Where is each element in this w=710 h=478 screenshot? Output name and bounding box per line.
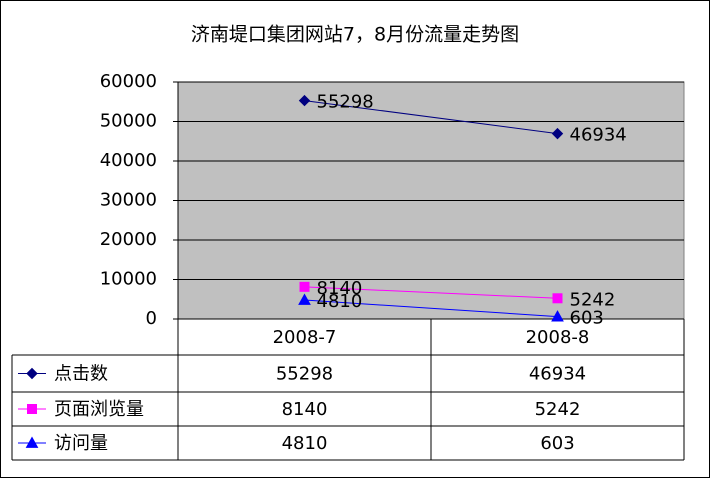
legend-marker	[26, 367, 38, 380]
table-cell-value: 4810	[282, 433, 328, 454]
legend-label: 页面浏览量	[54, 399, 144, 420]
data-point-marker	[298, 293, 311, 305]
y-tick-label: 10000	[100, 269, 157, 290]
table-cell-value: 46934	[529, 364, 586, 385]
y-tick-label: 50000	[100, 111, 157, 132]
series-line	[304, 100, 558, 135]
data-label: 4810	[317, 291, 363, 312]
y-tick-label: 60000	[100, 71, 157, 92]
x-category-label: 2008-8	[526, 327, 590, 348]
table-cell-value: 55298	[276, 364, 333, 385]
data-label: 8140	[317, 278, 363, 299]
data-point-marker	[299, 281, 310, 292]
legend-label: 访问量	[54, 433, 108, 454]
chart-title: 济南堤口集团网站7，8月份流量走势图	[191, 24, 519, 46]
table-cell-value: 603	[540, 433, 574, 454]
series-line	[304, 299, 558, 318]
data-label: 46934	[570, 125, 627, 146]
series-line	[304, 286, 558, 299]
x-category-label: 2008-7	[273, 327, 337, 348]
table-cell-value: 5242	[535, 399, 581, 420]
y-tick-label: 0	[146, 308, 157, 329]
legend-marker	[25, 436, 39, 448]
data-point-marker	[298, 94, 311, 107]
data-label: 5242	[570, 289, 616, 310]
y-tick-label: 20000	[100, 229, 157, 250]
y-tick-label: 30000	[100, 190, 157, 211]
data-point-marker	[551, 127, 564, 140]
table-cell-value: 8140	[282, 399, 328, 420]
data-point-marker	[551, 310, 564, 322]
legend-label: 点击数	[54, 364, 108, 385]
data-point-marker	[552, 293, 563, 304]
data-label: 603	[570, 308, 604, 329]
y-tick-label: 40000	[100, 150, 157, 171]
legend-marker	[27, 404, 37, 414]
data-label: 55298	[317, 92, 374, 113]
